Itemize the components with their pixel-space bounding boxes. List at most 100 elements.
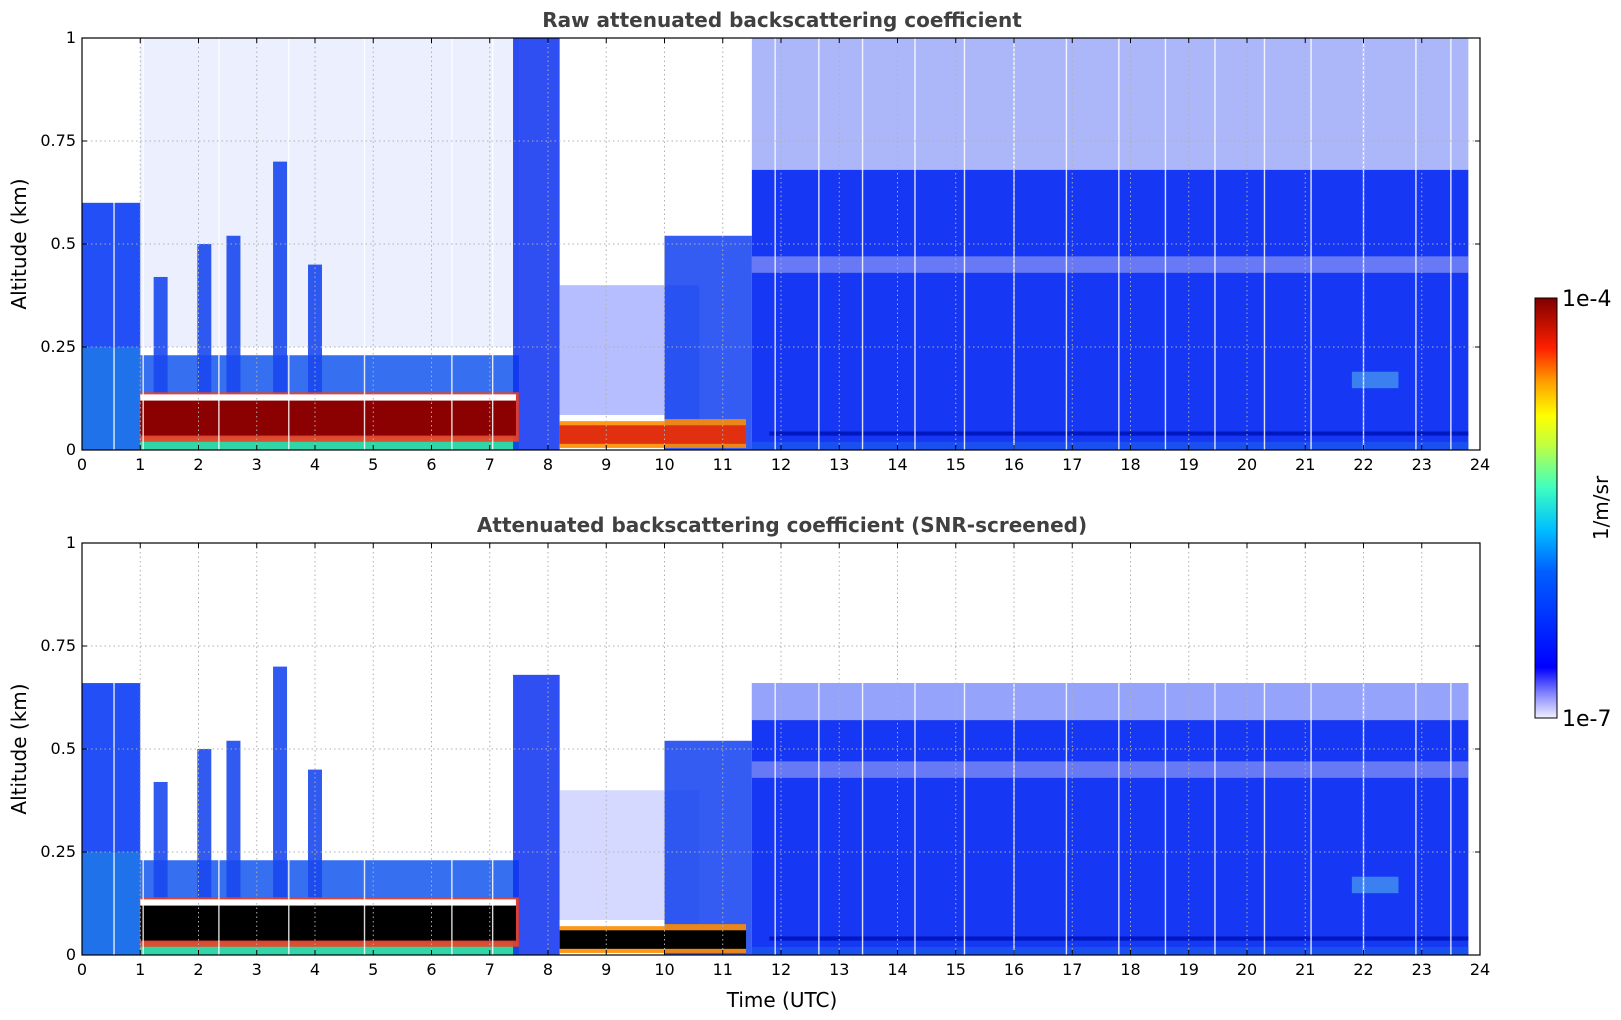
- strong-layer: [140, 905, 516, 941]
- colorbar-min-label: 1e-7: [1562, 707, 1611, 732]
- signal-region: [82, 852, 141, 955]
- x-tick-labels: 0 1 2 3 4 5 6 7 8 9 10 11 12 13 14 15 16 17 18 19 20 21 22 23 24: [77, 960, 1490, 979]
- x-tick-label: 20: [1237, 455, 1257, 474]
- signal-region: [1351, 876, 1399, 894]
- y-tick-label: 0.25: [40, 337, 76, 356]
- signal-region: [273, 161, 288, 409]
- strong-layer-edge: [559, 919, 665, 927]
- x-tick-label: 23: [1412, 960, 1432, 979]
- signal-region: [197, 749, 212, 914]
- colorbar-ramp: [1534, 297, 1558, 719]
- signal-region: [751, 683, 1469, 721]
- y-tick-labels: 0 0.25 0.5 0.75 1: [40, 28, 76, 459]
- signal-region: [513, 674, 560, 955]
- signal-region: [751, 683, 1469, 955]
- y-tick-labels: 0 0.25 0.5 0.75 1: [40, 533, 76, 964]
- signal-region: [751, 946, 1469, 955]
- strong-layer: [559, 930, 747, 949]
- x-tick-label: 1: [135, 960, 145, 979]
- x-tick-label: 23: [1412, 455, 1432, 474]
- x-tick-labels: 0 1 2 3 4 5 6 7 8 9 10 11 12 13 14 15 16 17 18 19 20 21 22 23 24: [77, 455, 1490, 474]
- backscatter-image: [82, 38, 1469, 450]
- signal-region: [751, 169, 1469, 450]
- grid: [82, 38, 1480, 450]
- x-tick-label: 8: [543, 455, 553, 474]
- strong-layer: [559, 425, 747, 444]
- x-tick-label: 24: [1470, 455, 1490, 474]
- ticks: [81, 37, 1481, 451]
- y-tick-label: 0.25: [40, 842, 76, 861]
- x-tick-label: 6: [426, 455, 436, 474]
- x-tick-label: 16: [1004, 960, 1024, 979]
- y-tick-label: 0.75: [40, 636, 76, 655]
- colorbar-unit-label: 1/m/sr: [1589, 475, 1613, 540]
- x-tick-label: 7: [485, 960, 495, 979]
- strong-layer-edge: [559, 414, 665, 422]
- strong-layer: [140, 400, 516, 436]
- x-tick-label: 10: [654, 960, 674, 979]
- signal-region: [664, 235, 752, 450]
- panel-raw: Raw attenuated backscattering coefficien…: [7, 8, 1490, 474]
- x-tick-label: 24: [1470, 960, 1490, 979]
- signal-region: [226, 740, 241, 914]
- signal-region: [273, 666, 288, 914]
- strong-layer-edge: [140, 899, 516, 906]
- x-tick-label: 13: [829, 960, 849, 979]
- x-tick-label: 9: [601, 455, 611, 474]
- y-tick-label: 0: [66, 440, 76, 459]
- x-tick-label: 8: [543, 960, 553, 979]
- grid: [82, 543, 1480, 955]
- x-tick-label: 14: [887, 960, 907, 979]
- x-tick-label: 21: [1295, 960, 1315, 979]
- x-tick-label: 12: [771, 455, 791, 474]
- signal-region: [1351, 371, 1399, 389]
- x-tick-label: 6: [426, 960, 436, 979]
- x-tick-label: 17: [1062, 455, 1082, 474]
- signal-region: [751, 38, 1469, 170]
- y-tick-label: 0.5: [51, 739, 76, 758]
- colorbar-max-label: 1e-4: [1562, 287, 1611, 312]
- signal-region: [226, 235, 241, 409]
- y-tick-label: 1: [66, 28, 76, 47]
- x-tick-label: 11: [713, 960, 733, 979]
- x-tick-label: 12: [771, 960, 791, 979]
- signal-region: [197, 244, 212, 409]
- x-tick-label: 9: [601, 960, 611, 979]
- x-tick-label: 2: [193, 455, 203, 474]
- signal-region: [140, 38, 519, 347]
- signal-region: [513, 38, 560, 450]
- backscatter-image: [82, 543, 1469, 955]
- x-tick-label: 7: [485, 455, 495, 474]
- panel-title: Raw attenuated backscattering coefficien…: [542, 8, 1022, 32]
- x-tick-label: 18: [1120, 960, 1140, 979]
- signal-region: [153, 276, 168, 409]
- x-tick-label: 4: [310, 455, 320, 474]
- x-tick-label: 16: [1004, 455, 1024, 474]
- y-tick-label: 0: [66, 945, 76, 964]
- x-tick-label: 10: [654, 455, 674, 474]
- signal-region: [308, 264, 322, 409]
- x-tick-label: 15: [946, 455, 966, 474]
- signal-region: [751, 441, 1469, 450]
- x-tick-label: 21: [1295, 455, 1315, 474]
- x-tick-label: 20: [1237, 960, 1257, 979]
- signal-region: [82, 347, 141, 450]
- x-tick-label: 4: [310, 960, 320, 979]
- x-tick-label: 19: [1179, 455, 1199, 474]
- colorbar: 1e-4 1e-7 1/m/sr: [1534, 287, 1613, 732]
- x-tick-label: 3: [252, 960, 262, 979]
- x-tick-label: 14: [887, 455, 907, 474]
- y-axis-label: Altitude (km): [7, 683, 31, 814]
- x-tick-label: 18: [1120, 455, 1140, 474]
- signal-region: [153, 781, 168, 914]
- y-tick-label: 1: [66, 533, 76, 552]
- x-tick-label: 19: [1179, 960, 1199, 979]
- x-tick-label: 0: [77, 960, 87, 979]
- x-tick-label: 22: [1353, 455, 1373, 474]
- y-axis-label: Altitude (km): [7, 178, 31, 309]
- x-tick-label: 15: [946, 960, 966, 979]
- x-tick-label: 1: [135, 455, 145, 474]
- x-tick-label: 13: [829, 455, 849, 474]
- x-tick-label: 5: [368, 960, 378, 979]
